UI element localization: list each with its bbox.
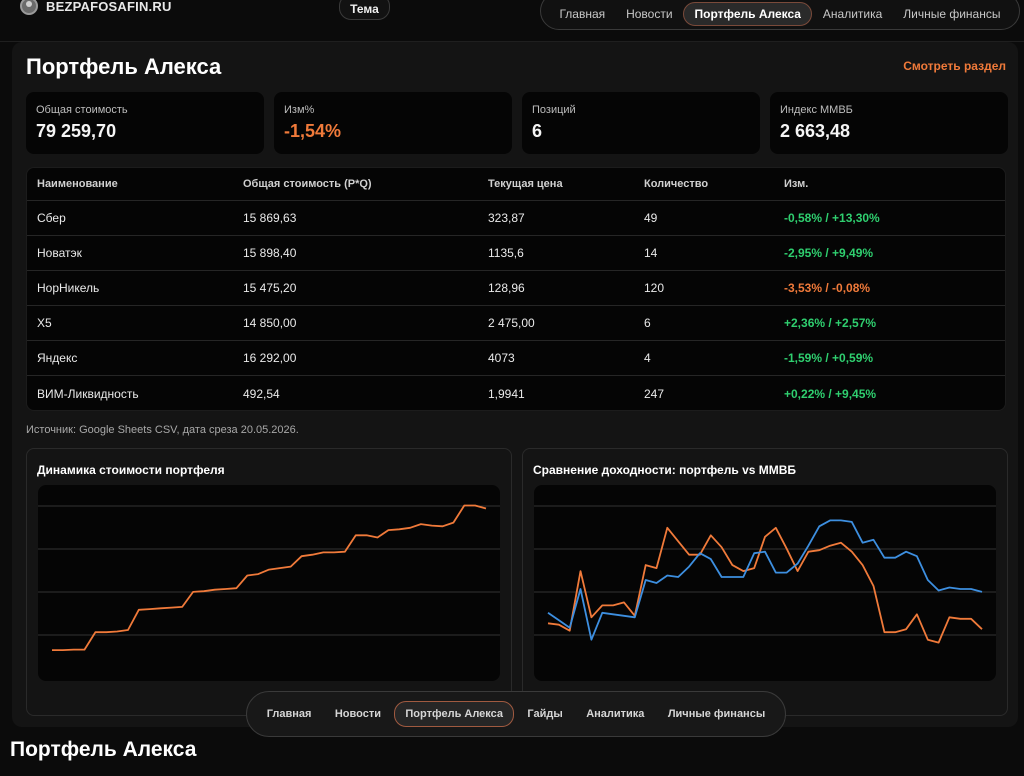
yield-comparison-chart-card: Сравнение доходности: портфель vs ММВБ — [522, 448, 1008, 716]
logo-icon — [20, 0, 38, 15]
portfolio-table: Наименование Общая стоимость (P*Q) Текущ… — [26, 167, 1006, 411]
bottom-nav-item-portfolio[interactable]: Портфель Алекса — [394, 701, 515, 727]
cell-price: 2 475,00 — [488, 316, 535, 330]
series-line-blue — [547, 519, 983, 641]
chart-svg — [38, 504, 500, 652]
stat-value: 79 259,70 — [36, 121, 117, 141]
page-title: Портфель Алекса — [26, 54, 222, 79]
top-nav: Главная Новости Портфель Алекса Аналитик… — [540, 0, 1020, 30]
stat-change: Изм% -1,54% — [274, 92, 512, 154]
series-line-orange — [547, 526, 983, 644]
source-note: Источник: Google Sheets CSV, дата среза … — [26, 424, 299, 436]
stats-row: Общая стоимость 79 259,70 Изм% -1,54% По… — [26, 92, 1008, 154]
cell-quantity: 120 — [644, 281, 665, 295]
cell-total: 16 292,00 — [243, 351, 297, 365]
stat-label: Позиций — [532, 104, 576, 116]
chart-svg — [534, 505, 996, 644]
stat-value: 2 663,48 — [780, 121, 851, 141]
chart-title: Сравнение доходности: портфель vs ММВБ — [533, 463, 797, 477]
top-nav-item-portfolio[interactable]: Портфель Алекса — [683, 2, 812, 26]
table-row[interactable]: НорНикель 15 475,20 128,96 120 -3,53% / -0,0… — [27, 271, 1005, 306]
cell-name: ВИМ-Ликвидность — [37, 386, 139, 401]
cell-price: 1135,6 — [488, 246, 524, 260]
table-row[interactable]: Яндекс 16 292,00 4073 4 -1,59% / +0,59% — [27, 341, 1005, 376]
footer-page-title: Портфель Алекса — [10, 738, 197, 761]
cell-quantity: 247 — [644, 386, 665, 401]
cell-total: 14 850,00 — [243, 316, 297, 330]
bottom-nav-item-analytics[interactable]: Аналитика — [586, 708, 645, 720]
cell-change: -2,95% / +9,49% — [784, 246, 874, 260]
cell-price: 4073 — [488, 351, 515, 365]
cell-quantity: 49 — [644, 211, 658, 225]
column-header-total[interactable]: Общая стоимость (P*Q) — [243, 178, 372, 190]
yield-comparison-chart — [534, 485, 996, 681]
cell-name: X5 — [37, 316, 52, 330]
cell-change: +2,36% / +2,57% — [784, 316, 877, 330]
cell-name: Сбер — [37, 211, 66, 225]
stat-positions: Позиций 6 — [522, 92, 760, 154]
column-header-quantity[interactable]: Количество — [644, 178, 709, 190]
chart-title: Динамика стоимости портфеля — [37, 463, 225, 477]
bottom-nav-item-guides[interactable]: Гайды — [527, 708, 563, 720]
table-header-row: Наименование Общая стоимость (P*Q) Текущ… — [27, 168, 1005, 201]
cell-quantity: 14 — [644, 246, 658, 260]
cell-quantity: 6 — [644, 316, 651, 330]
table-row[interactable]: ВИМ-Ликвидность 492,54 1,9941 247 +0,22% / +… — [27, 376, 1005, 410]
cell-price: 323,87 — [488, 211, 525, 225]
table-row[interactable]: Сбер 15 869,63 323,87 49 -0,58% / +13,30% — [27, 201, 1005, 236]
cell-total: 15 475,20 — [243, 281, 297, 295]
bottom-nav-item-home[interactable]: Главная — [266, 708, 312, 720]
theme-toggle-button[interactable]: Тема — [339, 0, 390, 20]
portfolio-value-chart — [38, 485, 500, 681]
stat-value: -1,54% — [284, 121, 342, 141]
top-bar: BEZPAFOSAFIN.RU Тема Главная Новости Пор… — [0, 0, 1024, 42]
site-logo[interactable]: BEZPAFOSAFIN.RU — [20, 0, 172, 18]
column-header-change[interactable]: Изм. — [784, 178, 809, 190]
cell-change: -3,53% / -0,08% — [784, 281, 871, 295]
portfolio-value-chart-card: Динамика стоимости портфеля — [26, 448, 512, 716]
cell-name: Яндекс — [37, 351, 78, 365]
cell-price: 128,96 — [488, 281, 525, 295]
stat-total-value: Общая стоимость 79 259,70 — [26, 92, 264, 154]
top-nav-item-news[interactable]: Новости — [626, 7, 673, 21]
stat-label: Изм% — [284, 104, 315, 116]
cell-total: 492,54 — [243, 386, 280, 401]
cell-quantity: 4 — [644, 351, 651, 365]
see-section-link[interactable]: Смотреть раздел — [903, 59, 1006, 73]
top-nav-item-home[interactable]: Главная — [559, 7, 606, 21]
series-line-orange — [52, 504, 487, 652]
table-row[interactable]: X5 14 850,00 2 475,00 6 +2,36% / +2,57% — [27, 306, 1005, 341]
cell-total: 15 869,63 — [243, 211, 297, 225]
logo-text: BEZPAFOSAFIN.RU — [46, 0, 172, 14]
stat-label: Индекс ММВБ — [780, 104, 853, 116]
stat-index: Индекс ММВБ 2 663,48 — [770, 92, 1008, 154]
table-row[interactable]: Новатэк 15 898,40 1135,6 14 -2,95% / +9,49% — [27, 236, 1005, 271]
top-nav-item-analytics[interactable]: Аналитика — [822, 7, 883, 21]
cell-name: Новатэк — [37, 246, 82, 260]
bottom-nav-item-personal-finance[interactable]: Личные финансы — [667, 708, 766, 720]
bottom-nav: Главная Новости Портфель Алекса Гайды Ан… — [246, 691, 786, 737]
cell-change: +0,22% / +9,45% — [784, 386, 877, 401]
cell-name: НорНикель — [37, 281, 100, 295]
cell-change: -0,58% / +13,30% — [784, 211, 880, 225]
cell-price: 1,9941 — [488, 386, 525, 401]
top-nav-item-personal-finance[interactable]: Личные финансы — [903, 7, 1001, 21]
cell-change: -1,59% / +0,59% — [784, 351, 874, 365]
bottom-nav-item-news[interactable]: Новости — [334, 708, 381, 720]
cell-total: 15 898,40 — [243, 246, 297, 260]
stat-label: Общая стоимость — [36, 104, 128, 116]
stat-value: 6 — [532, 121, 543, 141]
column-header-price[interactable]: Текущая цена — [488, 178, 563, 190]
column-header-name[interactable]: Наименование — [37, 178, 118, 190]
